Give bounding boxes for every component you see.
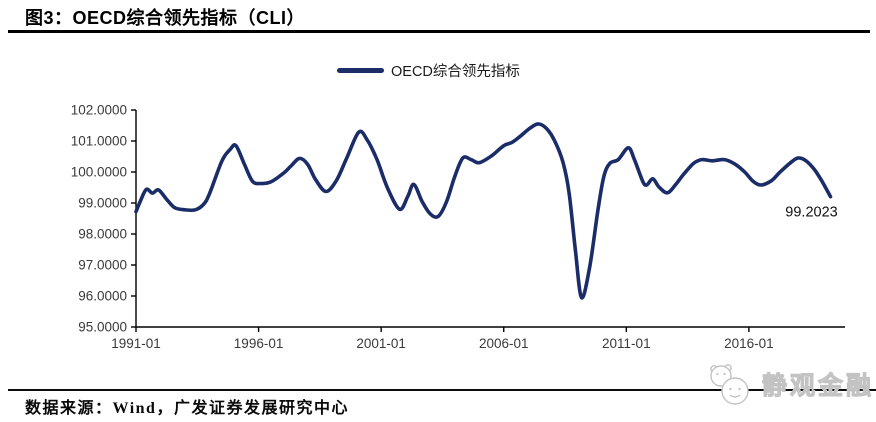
cli-series-line	[134, 122, 833, 300]
x-tick-label: 1996-01	[234, 336, 284, 351]
legend-line-swatch	[337, 68, 384, 73]
x-tick-label: 2016-01	[724, 336, 774, 351]
watermark-text: 静观金融	[761, 372, 874, 401]
x-tick-label: 2006-01	[479, 336, 529, 351]
x-tick-label: 2001-01	[356, 336, 406, 351]
x-tick-label: 1991-01	[111, 336, 161, 351]
y-tick-label: 101.0000	[71, 134, 127, 149]
panda-face-icon	[710, 364, 749, 405]
figure-title: 图3：OECD综合领先指标（CLI）	[25, 8, 306, 28]
y-tick-label: 98.0000	[78, 227, 127, 242]
y-tick-label: 97.0000	[78, 258, 127, 273]
chart-legend: OECD综合领先指标	[337, 60, 520, 81]
y-tick-label: 96.0000	[78, 289, 127, 304]
data-source-note: 数据来源：Wind，广发证券发展研究中心	[25, 400, 349, 417]
y-tick-label: 102.0000	[71, 103, 127, 118]
watermark: 静观金融	[704, 356, 874, 412]
title-divider	[8, 30, 870, 33]
last-value-label: 99.2023	[785, 205, 837, 221]
y-tick-label: 100.0000	[71, 165, 127, 180]
legend-label: OECD综合领先指标	[391, 64, 520, 80]
y-tick-label: 95.0000	[78, 320, 127, 335]
y-tick-label: 99.0000	[78, 196, 127, 211]
x-tick-label: 2011-01	[602, 336, 651, 351]
footer-divider	[8, 389, 876, 391]
